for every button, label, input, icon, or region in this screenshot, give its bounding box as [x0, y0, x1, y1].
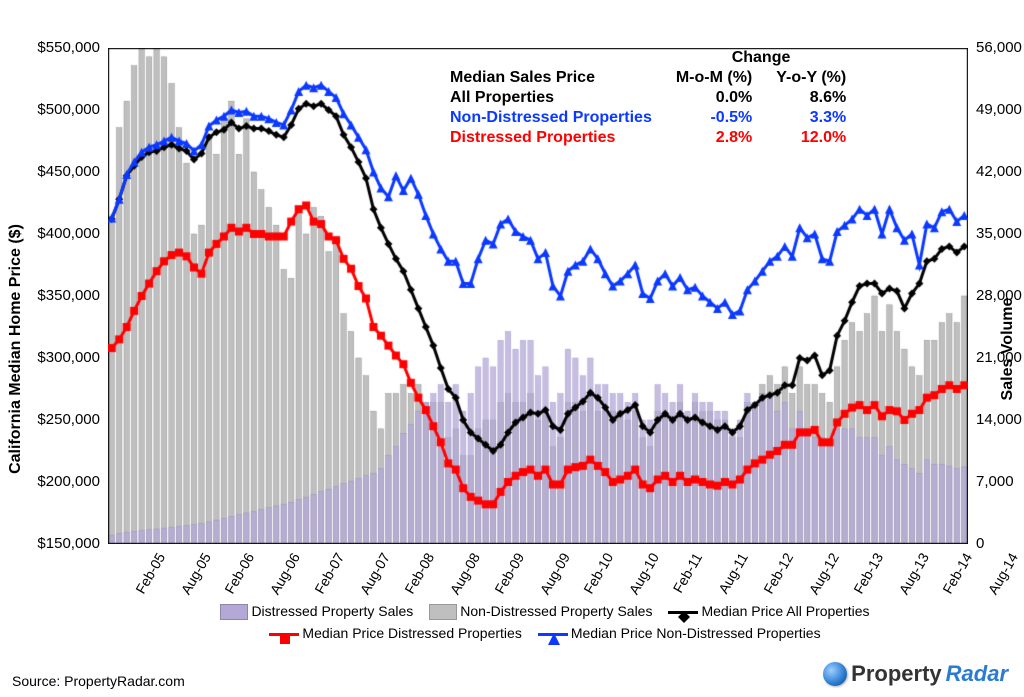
- x-tick-label: Feb-07: [311, 550, 347, 596]
- y-right-tick-label: 56,000: [976, 39, 1024, 56]
- y-right-tick-label: 21,000: [976, 349, 1024, 366]
- x-tick-label: Aug-08: [446, 550, 482, 597]
- x-tick-label: Feb-09: [491, 550, 527, 596]
- legend-item: Distressed Property Sales: [220, 600, 413, 622]
- y-right-tick-label: 14,000: [976, 411, 1024, 428]
- change-yoy-header: Y-o-Y (%): [764, 68, 858, 88]
- brand-word-1: Property: [851, 661, 941, 687]
- y-right-tick-label: 35,000: [976, 225, 1024, 242]
- y-left-tick-label: $550,000: [30, 39, 100, 56]
- legend-item: Median Price Distressed Properties: [269, 622, 521, 644]
- x-tick-label: Aug-14: [985, 550, 1021, 597]
- change-mom-header: M-o-M (%): [664, 68, 764, 88]
- x-tick-label: Aug-06: [267, 550, 303, 597]
- x-tick-label: Aug-13: [895, 550, 931, 597]
- x-tick-label: Feb-12: [760, 550, 796, 596]
- legend-item: Non-Distressed Property Sales: [429, 600, 652, 622]
- change-table-row: Distressed Properties2.8%12.0%: [438, 128, 858, 148]
- globe-icon: [823, 662, 847, 686]
- y-left-tick-label: $150,000: [30, 535, 100, 552]
- x-tick-label: Feb-14: [940, 550, 976, 596]
- y-axis-left-label: California Median Home Price ($): [7, 199, 25, 499]
- y-left-tick-label: $450,000: [30, 163, 100, 180]
- y-right-tick-label: 0: [976, 535, 1024, 552]
- y-right-tick-label: 49,000: [976, 101, 1024, 118]
- x-tick-label: Aug-11: [715, 550, 751, 596]
- chart-legend: Distressed Property Sales Non-Distressed …: [110, 600, 980, 644]
- brand-word-2: Radar: [946, 661, 1008, 687]
- y-left-tick-label: $300,000: [30, 349, 100, 366]
- x-tick-label: Feb-11: [670, 550, 706, 596]
- x-tick-label: Feb-05: [132, 550, 168, 596]
- x-tick-label: Feb-13: [850, 550, 886, 596]
- x-tick-label: Aug-10: [626, 550, 662, 597]
- change-table-row: All Properties0.0%8.6%: [438, 88, 858, 108]
- change-title: Median Sales Price: [438, 68, 664, 88]
- change-table-row: Non-Distressed Properties-0.5%3.3%: [438, 108, 858, 128]
- x-tick-label: Aug-12: [805, 550, 841, 597]
- y-right-tick-label: 42,000: [976, 163, 1024, 180]
- y-right-tick-label: 28,000: [976, 287, 1024, 304]
- x-tick-label: Aug-09: [536, 550, 572, 597]
- x-tick-label: Aug-05: [177, 550, 213, 597]
- y-right-tick-label: 7,000: [976, 473, 1024, 490]
- legend-item: Median Price All Properties: [668, 600, 869, 622]
- x-tick-label: Feb-08: [401, 550, 437, 596]
- y-left-tick-label: $350,000: [30, 287, 100, 304]
- y-left-tick-label: $250,000: [30, 411, 100, 428]
- brand-logo: PropertyRadar: [823, 661, 1008, 687]
- x-tick-label: Feb-10: [581, 550, 617, 596]
- y-left-tick-label: $200,000: [30, 473, 100, 490]
- y-left-tick-label: $400,000: [30, 225, 100, 242]
- legend-item: Median Price Non-Distressed Properties: [538, 622, 821, 644]
- change-table: Change Median Sales Price M-o-M (%) Y-o-…: [438, 48, 858, 148]
- chart-container: California Median Home Price ($) Sales V…: [0, 0, 1024, 697]
- change-header: Change: [664, 48, 858, 68]
- x-tick-label: Feb-06: [222, 550, 258, 596]
- source-footer: Source: PropertyRadar.com: [12, 673, 185, 689]
- x-tick-label: Aug-07: [357, 550, 393, 597]
- y-left-tick-label: $500,000: [30, 101, 100, 118]
